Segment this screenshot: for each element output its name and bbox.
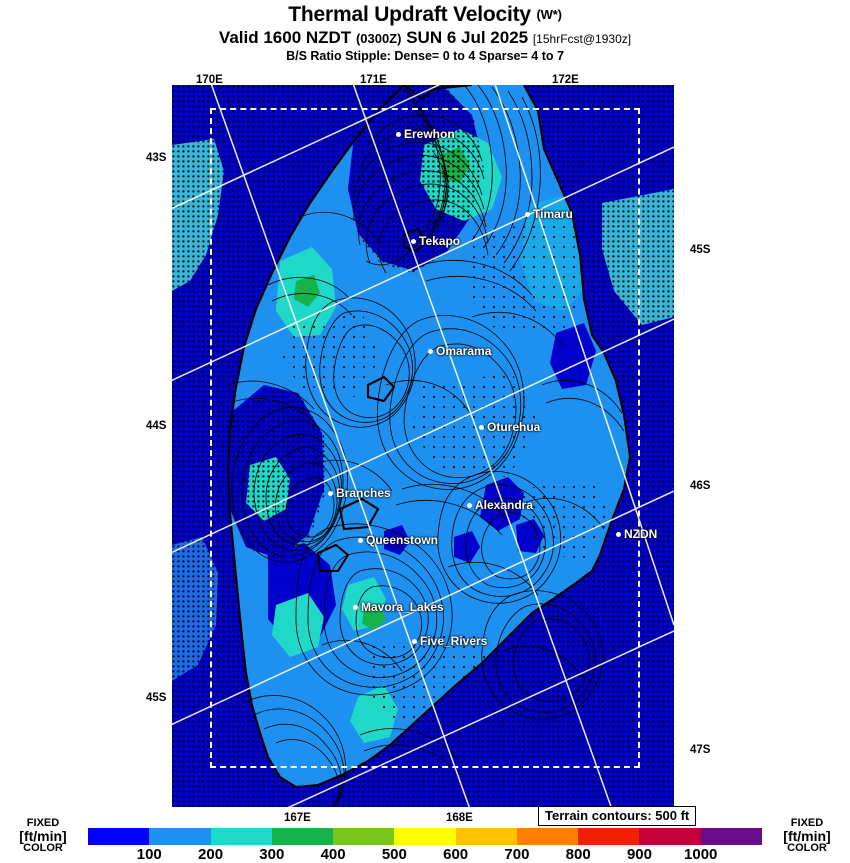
colorbar[interactable] [88, 828, 762, 845]
colorbar-tick-700: 700 [504, 846, 530, 863]
station-dot-icon [479, 425, 484, 430]
colorbar-segment-6[interactable] [455, 828, 517, 845]
station-dot-icon [358, 538, 363, 543]
forecast-map[interactable]: Erewhon Timaru Tekapo Omarama Oturehua Branch… [172, 85, 674, 807]
station-label: Oturehua [487, 420, 541, 434]
colorbar-tick-600: 600 [443, 846, 469, 863]
colorbar-segment-1[interactable] [149, 828, 211, 845]
station-dot-icon [467, 503, 472, 508]
colorbar-right-legend: FIXED [ft/min] COLOR [764, 817, 850, 855]
station-erewhon: Erewhon [396, 128, 455, 140]
station-label: NZDN [624, 527, 658, 541]
colorbar-units-right: [ft/min] [783, 828, 831, 845]
station-label: Mavora_Lakes [361, 600, 444, 614]
station-dot-icon [428, 349, 433, 354]
colorbar-segment-7[interactable] [516, 828, 579, 845]
colorbar-segment-8[interactable] [578, 828, 640, 845]
lon-label-bottom-168E: 168E [446, 812, 473, 824]
colorbar-tick-800: 800 [565, 846, 591, 863]
station-mavora_lakes: Mavora_Lakes [353, 601, 444, 613]
colorbar-tick-1000: 1000 [684, 846, 718, 863]
colorbar-tick-300: 300 [259, 846, 285, 863]
lon-label-bottom-167E: 167E [284, 812, 311, 824]
station-oturehua: Oturehua [479, 421, 540, 433]
colorbar-fixed-label-right: FIXED [790, 817, 824, 829]
lat-label-left-45S: 45S [146, 692, 167, 704]
colorbar-segment-2[interactable] [210, 828, 272, 845]
lat-label-right-46S: 46S [690, 480, 711, 492]
station-dot-icon [411, 239, 416, 244]
colorbar-segment-4[interactable] [333, 828, 395, 845]
station-label: Timaru [533, 207, 573, 221]
graticule-layer [172, 85, 674, 807]
station-five_rivers: Five_Rivers [412, 635, 487, 647]
lat-label-right-47S: 47S [690, 744, 711, 756]
page-title: Thermal Updraft Velocity (W*) [0, 3, 850, 26]
lat-label-right-45S: 45S [690, 244, 711, 256]
title-text: Thermal Updraft Velocity [288, 3, 531, 26]
colorbar-tick-100: 100 [136, 846, 162, 863]
colorbar-segment-3[interactable] [271, 828, 334, 845]
station-label: Five_Rivers [420, 634, 488, 648]
colorbar-units-left: [ft/min] [19, 828, 67, 845]
station-label: Erewhon [404, 127, 455, 141]
forecast-tag: [15hrFcst@1930z] [532, 32, 632, 47]
station-label: Tekapo [419, 234, 461, 248]
lat-label-left-44S: 44S [146, 420, 167, 432]
lat-label-left-43S: 43S [146, 152, 167, 164]
colorbar-segment-5[interactable] [394, 828, 456, 845]
station-dot-icon [396, 132, 401, 137]
station-dot-icon [525, 212, 530, 217]
station-dot-icon [328, 491, 333, 496]
station-branches: Branches [328, 487, 391, 499]
station-queenstown: Queenstown [358, 534, 438, 546]
colorbar-tick-labels: 100 200 300 400 500 600 700 800 900 1000 [88, 846, 762, 863]
station-tekapo: Tekapo [411, 235, 460, 247]
colorbar-tick-200: 200 [198, 846, 224, 863]
velocity-field-layer [172, 85, 674, 807]
colorbar-tick-900: 900 [626, 846, 652, 863]
station-omarama: Omarama [428, 345, 491, 357]
terrain-contour-note: Terrain contours: 500 ft [538, 806, 697, 826]
colorbar-fixed-label-left: FIXED [26, 817, 60, 829]
station-timaru: Timaru [525, 208, 573, 220]
colorbar-segment-9[interactable] [639, 828, 701, 845]
colorbar-left-legend: FIXED [ft/min] COLOR [0, 817, 86, 855]
station-dot-icon [616, 532, 621, 537]
station-nzdn: NZDN [616, 528, 657, 540]
lon-label-top-170E: 170E [196, 74, 223, 86]
station-alexandra: Alexandra [467, 499, 533, 511]
valid-utc: (0300Z) [355, 31, 402, 47]
subdomain-boundary [210, 108, 640, 768]
station-dot-icon [353, 605, 358, 610]
colorbar-color-label-left: COLOR [23, 842, 63, 855]
colorbar-tick-500: 500 [381, 846, 407, 863]
colorbar-color-label-right: COLOR [787, 842, 827, 855]
valid-local: Valid 1600 NZDT [218, 28, 352, 48]
station-label: Queenstown [366, 533, 439, 547]
lon-label-top-171E: 171E [360, 74, 387, 86]
title-block: Thermal Updraft Velocity (W*) Valid 1600… [0, 0, 850, 63]
colorbar-segment-0[interactable] [88, 828, 150, 845]
colorbar-segment-10[interactable] [700, 828, 762, 845]
stipple-legend-note: B/S Ratio Stipple: Dense= 0 to 4 Sparse=… [286, 48, 564, 63]
valid-time-line: Valid 1600 NZDT (0300Z) SUN 6 Jul 2025 [… [0, 29, 850, 47]
station-label: Branches [336, 486, 391, 500]
station-dot-icon [412, 639, 417, 644]
colorbar-tick-400: 400 [320, 846, 346, 863]
station-label: Omarama [436, 344, 492, 358]
station-label: Alexandra [475, 498, 534, 512]
valid-date: SUN 6 Jul 2025 [406, 28, 529, 48]
title-variable: (W*) [536, 7, 562, 22]
lon-label-top-172E: 172E [552, 74, 579, 86]
